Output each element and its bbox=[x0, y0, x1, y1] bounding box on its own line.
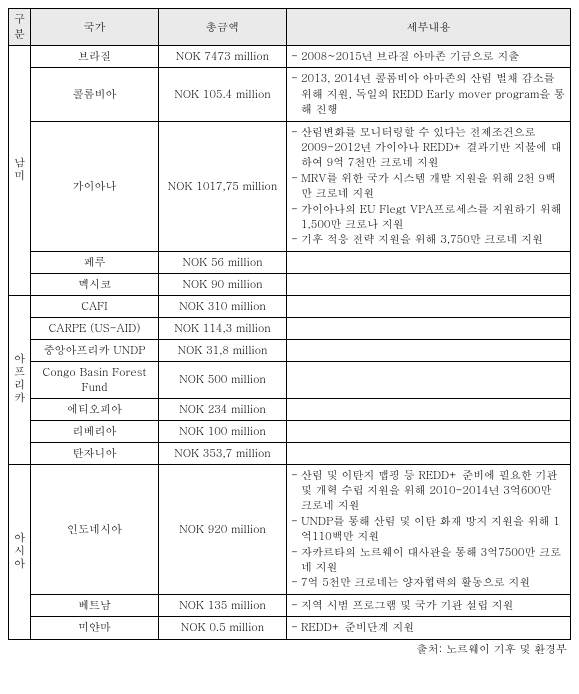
region-label: 아프리카 bbox=[13, 352, 26, 404]
country-cell: 미얀마 bbox=[31, 617, 159, 639]
amount-cell: NOK 353,7 million bbox=[159, 442, 287, 464]
detail-list: REDD+ 준비단계 지원 bbox=[291, 620, 566, 635]
country-cell: 가이아나 bbox=[31, 121, 159, 251]
country-cell: CARPE (US-AID) bbox=[31, 317, 159, 339]
table-row: 중앙아프리카 UNDPNOK 31,8 million bbox=[9, 339, 571, 361]
header-gubun: 구분 bbox=[9, 9, 31, 46]
country-cell: CAFI bbox=[31, 295, 159, 317]
region-label: 아시아 bbox=[13, 531, 26, 570]
amount-cell: NOK 1017,75 million bbox=[159, 121, 287, 251]
table-row: 리베리아NOK 100 million bbox=[9, 420, 571, 442]
detail-cell bbox=[287, 361, 571, 398]
amount-cell: NOK 31,8 million bbox=[159, 339, 287, 361]
detail-cell bbox=[287, 251, 571, 273]
detail-item: 2008~2015년 브라질 아마존 기금으로 지출 bbox=[291, 49, 566, 64]
detail-item: 7억 5천만 크로네는 양자협력의 활동으로 지원 bbox=[291, 575, 566, 590]
table-row: 미얀마NOK 0.5 million REDD+ 준비단계 지원 bbox=[9, 617, 571, 639]
table-row: 페루NOK 56 million bbox=[9, 251, 571, 273]
region-cell: 아시아 bbox=[9, 464, 31, 639]
amount-cell: NOK 310 million bbox=[159, 295, 287, 317]
region-cell: 남미 bbox=[9, 46, 31, 296]
table-row: 남미브라질NOK 7473 million2008~2015년 브라질 아마존 … bbox=[9, 46, 571, 68]
region-cell: 아프리카 bbox=[9, 295, 31, 464]
detail-list: 2008~2015년 브라질 아마존 기금으로 지출 bbox=[291, 49, 566, 64]
detail-list: 2013, 2014년 콜롬비아 아마존의 산림 벌채 감소를 위해 지원, 독… bbox=[291, 71, 566, 117]
country-cell: 에티오피아 bbox=[31, 398, 159, 420]
detail-list: 산림변화를 모니터링할 수 있다는 전제조건으로 2009-2012년 가이아나… bbox=[291, 125, 566, 248]
table-row: 가이아나NOK 1017,75 million산림변화를 모니터링할 수 있다는… bbox=[9, 121, 571, 251]
table-row: 콜롬비아NOK 105.4 million2013, 2014년 콜롬비아 아마… bbox=[9, 68, 571, 121]
country-cell: 탄자니아 bbox=[31, 442, 159, 464]
country-cell: 인도네시아 bbox=[31, 464, 159, 594]
amount-cell: NOK 500 million bbox=[159, 361, 287, 398]
funding-table: 구분 국가 총금액 세부내용 남미 브라질NOK 7473 million 2008… bbox=[8, 8, 571, 640]
table-header-row: 구분 국가 총금액 세부내용 bbox=[9, 9, 571, 46]
detail-item: MRV를 위한 국가 시스템 개발 지원을 위해 2천 9백만 크로네 지원 bbox=[291, 171, 566, 202]
country-cell: Congo Basin Forest Fund bbox=[31, 361, 159, 398]
table-row: 베트남NOK 135 million 지역 시범 프로그램 및 국가 기관 설립 … bbox=[9, 594, 571, 616]
country-cell: 브라질 bbox=[31, 46, 159, 68]
amount-cell: NOK 7473 million bbox=[159, 46, 287, 68]
table-row: 아프리카CAFINOK 310 million bbox=[9, 295, 571, 317]
region-label: 남미 bbox=[13, 156, 26, 182]
amount-cell: NOK 135 million bbox=[159, 594, 287, 616]
detail-cell: REDD+ 준비단계 지원 bbox=[287, 617, 571, 639]
detail-item: 기후 적응 전략 지원을 위해 3,750만 크로네 지원 bbox=[291, 232, 566, 247]
table-row: Congo Basin Forest FundNOK 500 million bbox=[9, 361, 571, 398]
amount-cell: NOK 0.5 million bbox=[159, 617, 287, 639]
country-cell: 중앙아프리카 UNDP bbox=[31, 339, 159, 361]
country-cell: 멕시코 bbox=[31, 273, 159, 295]
detail-cell bbox=[287, 420, 571, 442]
detail-cell bbox=[287, 339, 571, 361]
amount-cell: NOK 114,3 million bbox=[159, 317, 287, 339]
detail-item: 자카르타의 노르웨이 대사관을 통해 3억7500만 크로네 지원 bbox=[291, 545, 566, 576]
header-detail: 세부내용 bbox=[287, 9, 571, 46]
detail-item: 산림 및 이탄지 맵핑 등 REDD+ 준비에 필요한 기관 및 개혁 수립 지… bbox=[291, 468, 566, 514]
detail-item: 2013, 2014년 콜롬비아 아마존의 산림 벌채 감소를 위해 지원, 독… bbox=[291, 71, 566, 117]
table-row: 아시아 인도네시아NOK 920 million산림 및 이탄지 맵핑 등 RED… bbox=[9, 464, 571, 594]
header-amount: 총금액 bbox=[159, 9, 287, 46]
amount-cell: NOK 100 million bbox=[159, 420, 287, 442]
detail-cell: 지역 시범 프로그램 및 국가 기관 설립 지원 bbox=[287, 594, 571, 616]
amount-cell: NOK 105.4 million bbox=[159, 68, 287, 121]
country-cell: 페루 bbox=[31, 251, 159, 273]
detail-list: 산림 및 이탄지 맵핑 등 REDD+ 준비에 필요한 기관 및 개혁 수립 지… bbox=[291, 468, 566, 591]
table-row: 멕시코NOK 90 million bbox=[9, 273, 571, 295]
detail-cell: 산림변화를 모니터링할 수 있다는 전제조건으로 2009-2012년 가이아나… bbox=[287, 121, 571, 251]
header-country: 국가 bbox=[31, 9, 159, 46]
country-cell: 콜롬비아 bbox=[31, 68, 159, 121]
detail-item: REDD+ 준비단계 지원 bbox=[291, 620, 566, 635]
detail-item: 산림변화를 모니터링할 수 있다는 전제조건으로 2009-2012년 가이아나… bbox=[291, 125, 566, 171]
detail-cell bbox=[287, 317, 571, 339]
detail-list: 지역 시범 프로그램 및 국가 기관 설립 지원 bbox=[291, 598, 566, 613]
detail-item: 지역 시범 프로그램 및 국가 기관 설립 지원 bbox=[291, 598, 566, 613]
detail-cell bbox=[287, 398, 571, 420]
source-text: 출처: 노르웨이 기후 및 환경부 bbox=[8, 642, 571, 657]
detail-cell bbox=[287, 442, 571, 464]
detail-cell bbox=[287, 295, 571, 317]
amount-cell: NOK 90 million bbox=[159, 273, 287, 295]
amount-cell: NOK 56 million bbox=[159, 251, 287, 273]
country-cell: 리베리아 bbox=[31, 420, 159, 442]
detail-cell: 2013, 2014년 콜롬비아 아마존의 산림 벌채 감소를 위해 지원, 독… bbox=[287, 68, 571, 121]
amount-cell: NOK 234 million bbox=[159, 398, 287, 420]
detail-cell: 2008~2015년 브라질 아마존 기금으로 지출 bbox=[287, 46, 571, 68]
detail-cell: 산림 및 이탄지 맵핑 등 REDD+ 준비에 필요한 기관 및 개혁 수립 지… bbox=[287, 464, 571, 594]
detail-cell bbox=[287, 273, 571, 295]
amount-cell: NOK 920 million bbox=[159, 464, 287, 594]
country-cell: 베트남 bbox=[31, 594, 159, 616]
table-body: 남미 브라질NOK 7473 million 2008~2015년 브라질 아마존 … bbox=[9, 46, 571, 640]
table-row: CARPE (US-AID)NOK 114,3 million bbox=[9, 317, 571, 339]
table-row: 에티오피아NOK 234 million bbox=[9, 398, 571, 420]
detail-item: 가이아나의 EU Flegt VPA프로세스를 지원하기 위해 1,500만 크… bbox=[291, 202, 566, 233]
detail-item: UNDP를 통해 산림 및 이탄 화재 방지 지원을 위해 1억110백만 지원 bbox=[291, 514, 566, 545]
table-row: 탄자니아NOK 353,7 million bbox=[9, 442, 571, 464]
